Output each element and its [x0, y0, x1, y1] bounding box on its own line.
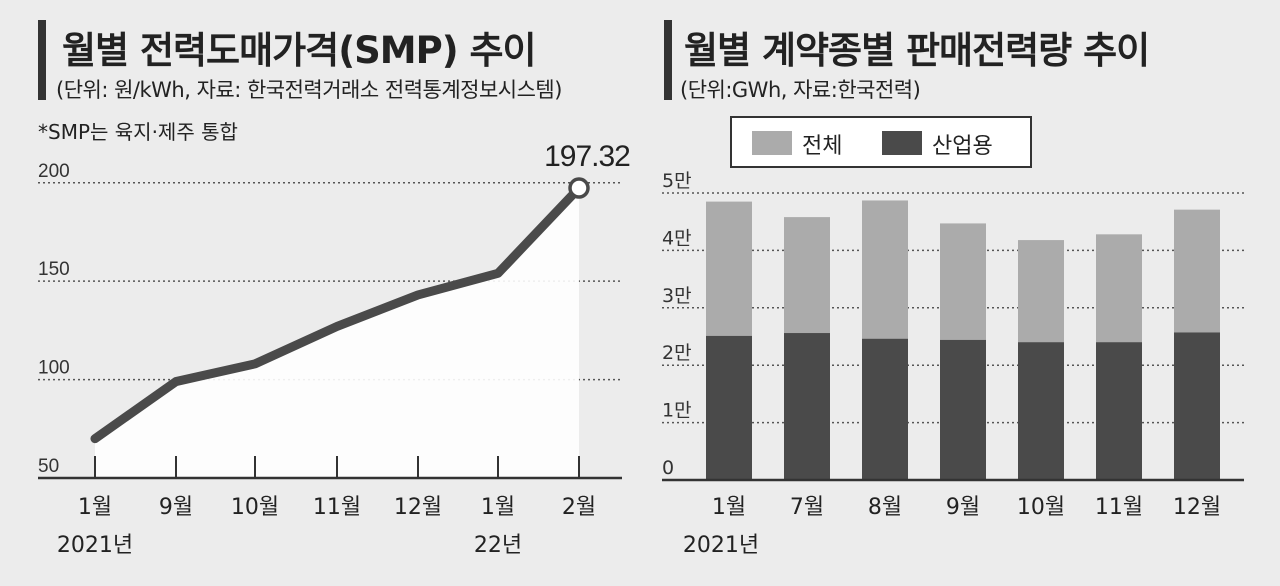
- chart-subtitle: (단위: 원/kWh, 자료: 한국전력거래소 전력통계정보시스템): [56, 78, 562, 102]
- x-tick-label: 12월: [1173, 495, 1221, 520]
- bar-chart-svg: 0 1만 2만 3만 4만 5만 1월 2021년 7월 8월 9월 10월 11월 12월: [662, 170, 1244, 558]
- chart-title: 월별 계약종별 판매전력량 추이: [684, 29, 1150, 72]
- x-tick-label: 9월: [159, 495, 193, 520]
- bar-industrial: [706, 335, 752, 480]
- y-tick-label: 150: [38, 259, 70, 280]
- x-tick-label: 8월: [868, 495, 902, 520]
- year-label: 2021년: [683, 533, 759, 558]
- year-label: 2021년: [57, 533, 133, 558]
- year-label: 22년: [474, 533, 522, 558]
- x-tick-label: 11월: [313, 495, 361, 520]
- x-tick-label: 1월: [481, 495, 515, 520]
- legend-swatch-industrial: [882, 131, 922, 155]
- x-tick-label: 11월: [1095, 495, 1143, 520]
- x-tick-label: 12월: [394, 495, 442, 520]
- data-point-marker: [568, 177, 590, 199]
- legend-label-total: 전체: [802, 134, 843, 159]
- bar-industrial: [862, 338, 908, 480]
- y-tick-label: 4만: [662, 227, 692, 249]
- x-tick-label: 9월: [946, 495, 980, 520]
- title-accent-bar: [38, 20, 46, 100]
- y-tick-label: 1만: [662, 400, 692, 422]
- smp-chart-panel: 월별 전력도매가격(SMP) 추이 (단위: 원/kWh, 자료: 한국전력거래…: [38, 20, 631, 558]
- x-tick-label: 10월: [231, 495, 279, 520]
- smp-line: [90, 183, 584, 444]
- chart-title: 월별 전력도매가격(SMP) 추이: [62, 29, 537, 72]
- x-tick-label: 2월: [562, 495, 596, 520]
- area-fill: [95, 188, 579, 478]
- power-sales-chart-panel: 월별 계약종별 판매전력량 추이 (단위:GWh, 자료:한국전력) 전체 산업…: [640, 0, 1280, 586]
- line-chart-svg: 50 100 150 200 197.32 1월 2021년 9월 10월 11월 12월 1월 22년…: [38, 140, 631, 558]
- data-label: 197.32: [544, 140, 630, 173]
- legend-swatch-total: [752, 131, 792, 155]
- bar-industrial: [940, 339, 986, 480]
- legend-label-industrial: 산업용: [932, 134, 993, 159]
- y-tick-label: 50: [38, 456, 59, 477]
- x-tick-label: 1월: [712, 495, 746, 520]
- y-tick-label: 100: [38, 358, 70, 379]
- title-accent-bar: [664, 20, 672, 100]
- bar-industrial: [784, 333, 830, 480]
- x-tick-label: 10월: [1017, 495, 1065, 520]
- y-tick-label: 5만: [662, 170, 692, 192]
- x-tick-label: 7월: [790, 495, 824, 520]
- y-tick-label: 0: [662, 457, 674, 479]
- x-tick-label: 1월: [78, 495, 112, 520]
- bar-industrial: [1174, 332, 1220, 480]
- bar-industrial: [1096, 342, 1142, 480]
- chart-subtitle: (단위:GWh, 자료:한국전력): [680, 78, 921, 102]
- bar-industrial: [1018, 342, 1064, 480]
- y-tick-label: 200: [38, 161, 70, 182]
- chart-legend: 전체 산업용: [730, 116, 1032, 168]
- chart-note: *SMP는 육지·제주 통합: [38, 120, 238, 144]
- y-tick-label: 2만: [662, 342, 692, 364]
- y-tick-label: 3만: [662, 285, 692, 307]
